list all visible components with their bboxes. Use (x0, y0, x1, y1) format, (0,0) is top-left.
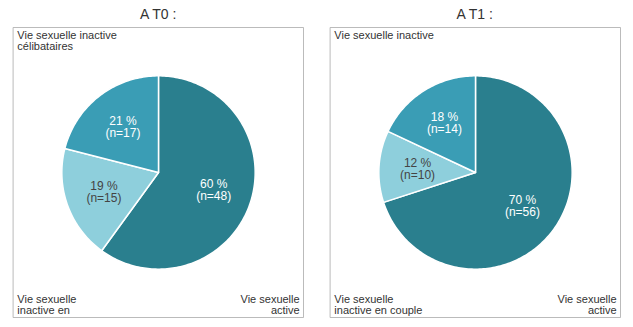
svg-text:21 %(n=17): 21 %(n=17) (106, 114, 141, 140)
svg-text:Vie sexuelle inactivecélibatai: Vie sexuelle inactivecélibataires (18, 29, 117, 52)
svg-text:70 %(n=56): 70 %(n=56) (505, 193, 540, 219)
html-text:A T0 :: A T0 : (140, 6, 177, 22)
svg-text:18 %(n=14): 18 %(n=14) (427, 110, 462, 136)
html-text:A T1 :: A T1 : (456, 6, 493, 22)
svg-text:Vie sexuelleinactive en: Vie sexuelleinactive en (18, 293, 77, 316)
svg-text:19 %(n=15): 19 %(n=15) (87, 179, 122, 205)
svg-text:60 %(n=48): 60 %(n=48) (196, 177, 231, 203)
svg-text:Vie sexuelleactive: Vie sexuelleactive (557, 293, 616, 316)
svg-text:12 %(n=10): 12 %(n=10) (400, 156, 435, 182)
svg-text:Vie sexuelleactive: Vie sexuelleactive (241, 293, 300, 316)
svg-text:Vie sexuelle inactive: Vie sexuelle inactive (334, 29, 433, 41)
svg-text:Vie sexuelleinactive en couple: Vie sexuelleinactive en couple (334, 293, 422, 316)
